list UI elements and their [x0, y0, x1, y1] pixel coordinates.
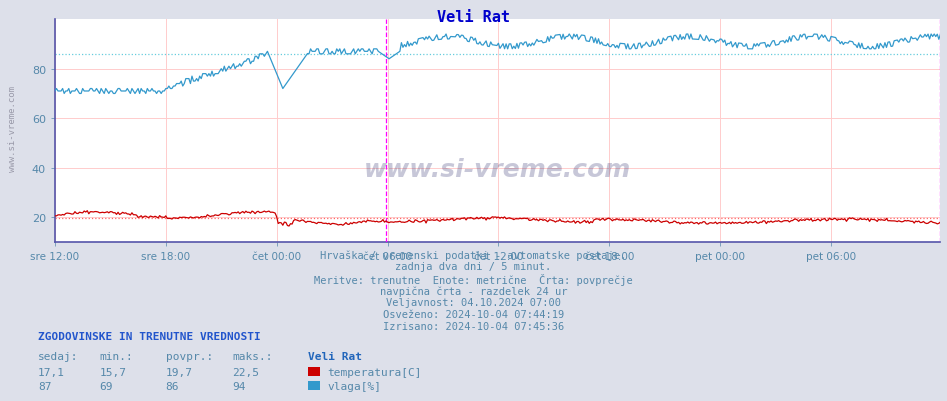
Text: temperatura[C]: temperatura[C]: [328, 367, 422, 377]
Text: Veljavnost: 04.10.2024 07:00: Veljavnost: 04.10.2024 07:00: [386, 298, 561, 308]
Text: 22,5: 22,5: [232, 367, 259, 377]
Text: 15,7: 15,7: [99, 367, 127, 377]
Text: 19,7: 19,7: [166, 367, 193, 377]
Text: Veli Rat: Veli Rat: [437, 10, 510, 25]
Text: www.si-vreme.com: www.si-vreme.com: [364, 157, 632, 181]
Text: povpr.:: povpr.:: [166, 351, 213, 361]
Text: ZGODOVINSKE IN TRENUTNE VREDNOSTI: ZGODOVINSKE IN TRENUTNE VREDNOSTI: [38, 331, 260, 341]
Text: 87: 87: [38, 381, 51, 391]
Text: maks.:: maks.:: [232, 351, 273, 361]
Text: navpična črta - razdelek 24 ur: navpična črta - razdelek 24 ur: [380, 286, 567, 296]
Text: www.si-vreme.com: www.si-vreme.com: [8, 85, 17, 171]
Text: min.:: min.:: [99, 351, 134, 361]
Text: sedaj:: sedaj:: [38, 351, 79, 361]
Text: Veli Rat: Veli Rat: [308, 351, 362, 361]
Text: Meritve: trenutne  Enote: metrične  Črta: povprečje: Meritve: trenutne Enote: metrične Črta: …: [314, 273, 633, 286]
Text: 17,1: 17,1: [38, 367, 65, 377]
Text: 86: 86: [166, 381, 179, 391]
Text: 69: 69: [99, 381, 113, 391]
Text: vlaga[%]: vlaga[%]: [328, 381, 382, 391]
Text: 94: 94: [232, 381, 245, 391]
Text: Hrvaška / vremenski podatki - avtomatske postaje.: Hrvaška / vremenski podatki - avtomatske…: [320, 249, 627, 260]
Text: Osveženo: 2024-10-04 07:44:19: Osveženo: 2024-10-04 07:44:19: [383, 310, 564, 320]
Text: zadnja dva dni / 5 minut.: zadnja dva dni / 5 minut.: [396, 261, 551, 271]
Text: Izrisano: 2024-10-04 07:45:36: Izrisano: 2024-10-04 07:45:36: [383, 322, 564, 332]
